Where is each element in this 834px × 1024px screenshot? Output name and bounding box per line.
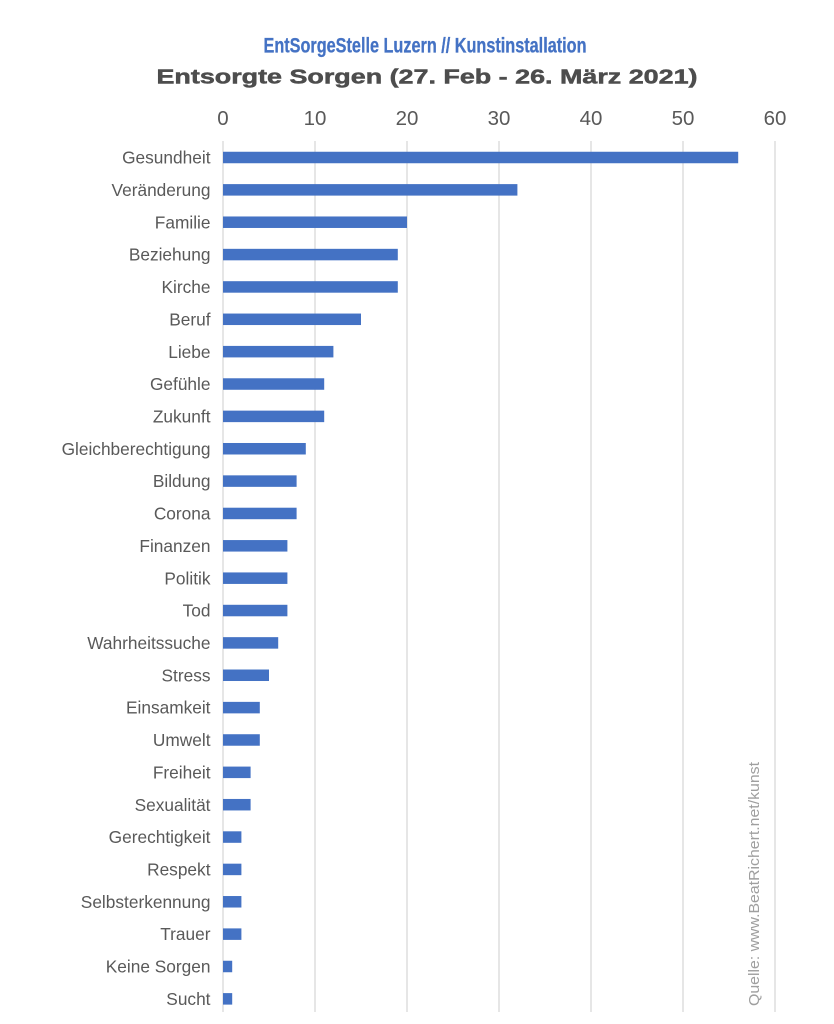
svg-text:Trauer: Trauer xyxy=(160,924,211,944)
svg-text:Gefühle: Gefühle xyxy=(150,374,211,394)
svg-text:Keine Sorgen: Keine Sorgen xyxy=(106,957,211,977)
svg-text:Sexualität: Sexualität xyxy=(135,795,211,815)
svg-text:60: 60 xyxy=(764,107,787,130)
svg-text:0: 0 xyxy=(217,107,228,130)
svg-text:Umwelt: Umwelt xyxy=(153,730,211,750)
svg-text:EntSorgeStelle Luzern // Kunst: EntSorgeStelle Luzern // Kunstinstallati… xyxy=(264,35,587,58)
svg-text:Finanzen: Finanzen xyxy=(139,536,210,556)
svg-text:Sucht: Sucht xyxy=(166,989,210,1009)
svg-text:Gleichberechtigung: Gleichberechtigung xyxy=(62,439,211,459)
svg-text:Liebe: Liebe xyxy=(168,342,210,362)
svg-text:Beziehung: Beziehung xyxy=(129,245,211,265)
svg-text:40: 40 xyxy=(580,107,603,130)
svg-text:Corona: Corona xyxy=(154,504,211,524)
svg-text:Stress: Stress xyxy=(162,665,211,685)
svg-text:Gesundheit: Gesundheit xyxy=(122,148,211,168)
svg-text:Gerechtigkeit: Gerechtigkeit xyxy=(109,827,211,847)
svg-text:Entsorgte Sorgen (27. Feb - 26: Entsorgte Sorgen (27. Feb - 26. März 202… xyxy=(157,66,698,88)
svg-text:Beruf: Beruf xyxy=(169,309,211,329)
svg-text:Tod: Tod xyxy=(183,601,211,621)
svg-text:Veränderung: Veränderung xyxy=(112,180,211,200)
svg-text:10: 10 xyxy=(304,107,327,130)
svg-text:Politik: Politik xyxy=(164,568,210,588)
svg-text:Freiheit: Freiheit xyxy=(153,762,211,782)
svg-text:Quelle: www.BeatRichert.net/ku: Quelle: www.BeatRichert.net/kunst xyxy=(746,761,763,1006)
svg-text:Selbsterkennung: Selbsterkennung xyxy=(81,892,211,912)
svg-text:50: 50 xyxy=(672,107,695,130)
svg-text:30: 30 xyxy=(488,107,511,130)
svg-text:Respekt: Respekt xyxy=(147,860,211,880)
svg-text:Bildung: Bildung xyxy=(153,471,211,491)
svg-text:20: 20 xyxy=(396,107,419,130)
svg-text:Einsamkeit: Einsamkeit xyxy=(126,698,211,718)
svg-text:Wahrheitssuche: Wahrheitssuche xyxy=(87,633,210,653)
svg-text:Familie: Familie xyxy=(155,212,211,232)
svg-text:Kirche: Kirche xyxy=(162,277,211,297)
svg-text:Zukunft: Zukunft xyxy=(153,406,211,426)
